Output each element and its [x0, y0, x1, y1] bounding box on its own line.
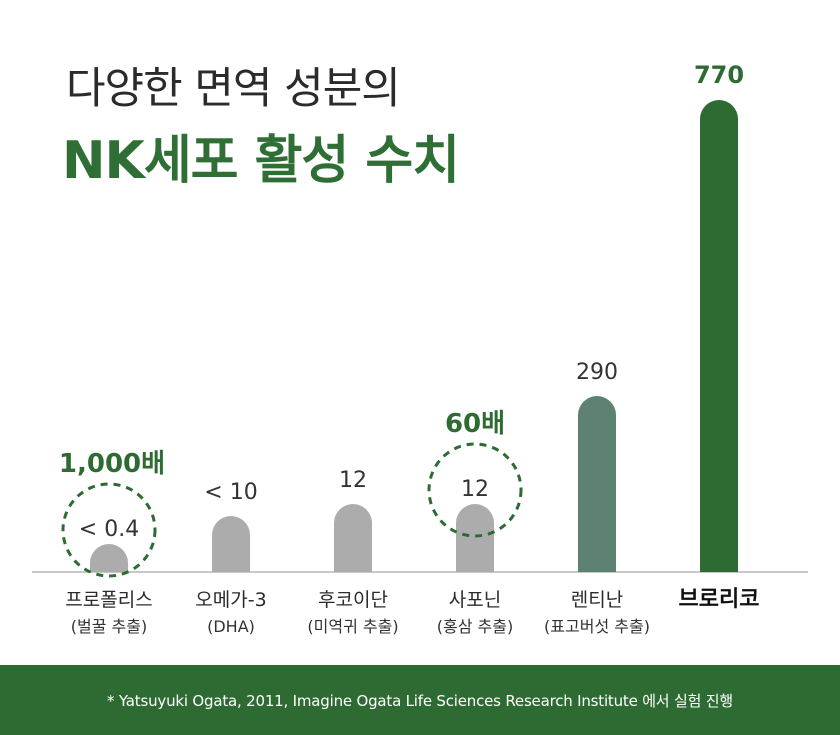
bar-사포닌: [456, 504, 494, 572]
category-label-사포닌: 사포닌: [449, 589, 501, 611]
bar-후코이단: [334, 504, 372, 572]
highlight-label-사포닌: 60배: [445, 409, 505, 439]
bar-렌티난: [578, 396, 616, 572]
value-label-후코이단: 12: [339, 468, 367, 493]
category-label-후코이단: 후코이단: [318, 589, 388, 611]
footer-banner: * Yatsuyuki Ogata, 2011, Imagine Ogata L…: [0, 665, 840, 735]
category-sublabel-프로폴리스: (벌꿀 추출): [71, 617, 147, 636]
value-label-렌티난: 290: [576, 360, 618, 385]
bar-프로폴리스: [90, 544, 128, 572]
highlight-label-프로폴리스: 1,000배: [59, 449, 165, 479]
category-label-프로폴리스: 프로폴리스: [65, 589, 152, 611]
bar-chart: < 0.4 프로폴리스 (벌꿀 추출) 1,000배 < 10 오메가-3 (DHA) 12 후…: [32, 61, 808, 636]
category-sublabel-렌티난: (표고버섯 추출): [544, 617, 650, 636]
bar-오메가-3: [212, 516, 250, 572]
category-sublabel-사포닌: (홍삼 추출): [437, 617, 513, 636]
value-label-프로폴리스: < 0.4: [79, 517, 139, 542]
footer-note: * Yatsuyuki Ogata, 2011, Imagine Ogata L…: [107, 691, 733, 710]
category-label-렌티난: 렌티난: [571, 589, 623, 611]
value-label-브로리코: 770: [694, 61, 744, 89]
value-label-사포닌: 12: [461, 477, 489, 502]
value-label-오메가-3: < 10: [204, 480, 257, 505]
highlight-circle-사포닌: [427, 442, 523, 538]
chart-title-line2: NK세포 활성 수치: [62, 131, 460, 191]
chart-title-line1: 다양한 면역 성분의: [66, 64, 401, 114]
category-sublabel-오메가-3: (DHA): [207, 617, 255, 636]
highlight-circle-프로폴리스: [61, 482, 157, 578]
category-label-브로리코: 브로리코: [679, 587, 760, 612]
category-label-오메가-3: 오메가-3: [195, 589, 266, 611]
bar-브로리코: [700, 100, 738, 572]
category-sublabel-후코이단: (미역귀 추출): [307, 617, 398, 636]
